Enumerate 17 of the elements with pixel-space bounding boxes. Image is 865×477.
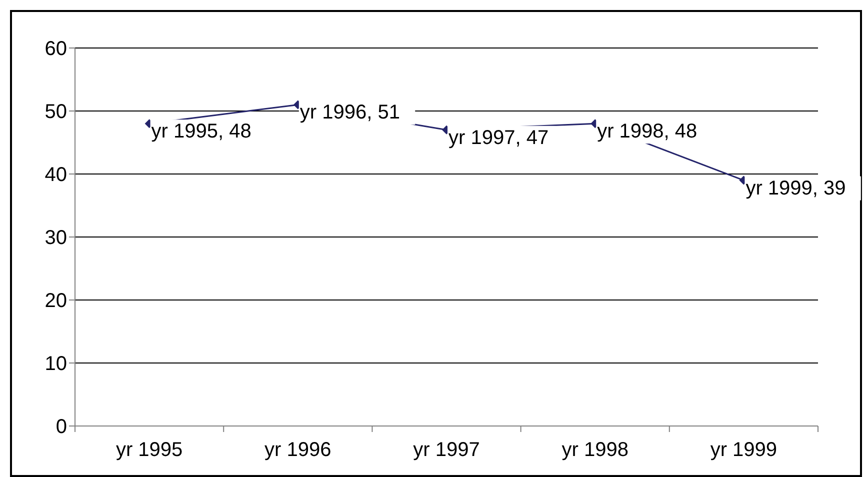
data-label: yr 1999, 39	[746, 177, 846, 200]
y-tick-label: 10	[44, 353, 67, 376]
y-tick-label: 60	[44, 38, 67, 60]
data-label: yr 1996, 51	[300, 102, 400, 124]
data-label: yr 1995, 48	[151, 120, 252, 143]
x-tick-label: yr 1997	[413, 439, 480, 461]
x-tick-label: yr 1998	[562, 439, 628, 461]
y-tick-label: 40	[44, 164, 67, 186]
x-tick-label: yr 1999	[710, 439, 778, 461]
y-tick-label: 0	[56, 416, 67, 438]
x-tick-label: yr 1995	[116, 439, 183, 461]
data-label: yr 1998, 48	[597, 120, 698, 143]
data-label: yr 1997, 47	[448, 126, 549, 149]
x-tick-label: yr 1996	[264, 439, 332, 461]
y-tick-label: 50	[44, 101, 67, 124]
y-tick-label: 30	[44, 227, 67, 250]
y-tick-label: 20	[44, 290, 67, 312]
